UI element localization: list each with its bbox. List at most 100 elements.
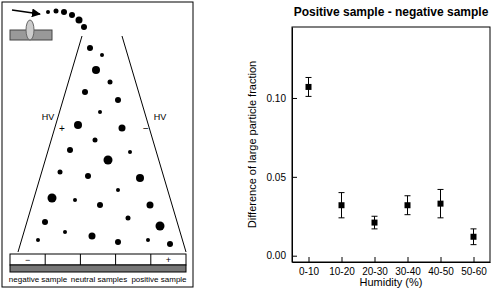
- particle: [67, 147, 73, 153]
- particle: [104, 156, 113, 165]
- particle: [115, 239, 121, 245]
- plot-frame: [292, 27, 490, 262]
- x-tick-mark: [375, 257, 376, 262]
- particle: [147, 202, 154, 209]
- particle: [93, 138, 98, 143]
- sample-base: [10, 265, 186, 272]
- particle: [74, 121, 82, 129]
- y-tick: 0.05: [267, 172, 297, 183]
- error-bar: [438, 189, 444, 217]
- arrow: [12, 10, 40, 14]
- error-bar-cap: [471, 228, 477, 229]
- particle: [98, 110, 102, 114]
- error-bar-cap: [339, 217, 345, 218]
- particle: [115, 97, 121, 103]
- particle: [85, 173, 91, 179]
- error-bar-cap: [405, 214, 411, 215]
- y-tick-mark: [292, 256, 297, 257]
- x-tick-label: 40-50: [428, 266, 454, 277]
- cone-right: [122, 36, 186, 252]
- cell-divider: [45, 254, 46, 265]
- error-bar-cap: [372, 216, 378, 217]
- plot-marks: [306, 77, 477, 244]
- x-tick: 20-30: [362, 257, 388, 277]
- particle: [97, 202, 103, 208]
- error-bar-cap: [372, 228, 378, 229]
- y-tick-mark: [292, 177, 297, 178]
- y-axis-line: [292, 28, 293, 263]
- x-tick: 30-40: [395, 257, 421, 277]
- particle: [89, 233, 96, 240]
- error-bar: [339, 193, 345, 218]
- data-point: [339, 202, 345, 208]
- x-axis: 0-10 10-20 20-30 30-40 40-50 50-60: [293, 257, 491, 277]
- cell-sign: +: [166, 255, 171, 265]
- particle: [73, 198, 77, 202]
- diagram: HV+HV−−+negative sampleneutral samplespo…: [2, 2, 193, 287]
- particle: [116, 188, 120, 192]
- data-point: [471, 234, 477, 240]
- x-tick-mark: [309, 257, 310, 262]
- x-tick-mark: [441, 257, 442, 262]
- cell-sign: −: [25, 255, 30, 265]
- x-tick-label: 50-60: [461, 266, 487, 277]
- cell-divider: [150, 254, 151, 265]
- x-tick: 40-50: [428, 257, 454, 277]
- error-bar: [306, 77, 312, 96]
- sample-cells: [10, 254, 186, 265]
- particle: [61, 9, 67, 15]
- error-bar-cap: [405, 195, 411, 196]
- error-bar-cap: [438, 217, 444, 218]
- particle: [119, 125, 126, 132]
- x-tick-mark: [408, 257, 409, 262]
- particle: [167, 241, 173, 247]
- electrode-label: HV: [42, 112, 55, 122]
- x-tick-label: 0-10: [299, 266, 319, 277]
- particle: [76, 17, 83, 24]
- x-tick-mark: [474, 257, 475, 262]
- error-bar: [372, 216, 378, 229]
- data-point: [372, 220, 378, 226]
- particle: [136, 174, 144, 182]
- sample-label: negative sample: [9, 275, 68, 284]
- cell-divider: [80, 254, 81, 265]
- data-point: [306, 84, 312, 90]
- y-tick: 0.00: [267, 250, 297, 261]
- particle: [146, 238, 150, 242]
- y-tick: 0.10: [267, 93, 297, 104]
- y-tick-label: 0.05: [267, 172, 287, 183]
- particle: [48, 194, 57, 203]
- electrode-label: HV: [154, 112, 167, 122]
- particle: [36, 238, 40, 242]
- x-tick-label: 20-30: [362, 266, 388, 277]
- y-tick-label: 0.00: [267, 250, 287, 261]
- particle: [87, 45, 93, 51]
- chart-title: Positive sample - negative sample: [294, 5, 489, 19]
- particle: [82, 89, 88, 95]
- x-axis-title: Humidity (%): [360, 276, 423, 288]
- data-point: [438, 201, 444, 207]
- y-tick-label: 0.10: [267, 93, 287, 104]
- particle: [63, 230, 67, 234]
- cone-left: [18, 36, 82, 252]
- particle: [81, 24, 87, 30]
- error-bar-cap: [438, 189, 444, 190]
- data-point: [405, 202, 411, 208]
- y-tick-mark: [292, 98, 297, 99]
- y-axis-title: Difference of large particle fraction: [246, 61, 258, 228]
- cell-divider: [115, 254, 116, 265]
- error-bar-cap: [306, 96, 312, 97]
- x-tick: 10-20: [329, 257, 355, 277]
- particle: [54, 9, 59, 14]
- sample-label: neutral samples: [71, 275, 127, 284]
- diagram-frame: [2, 2, 193, 287]
- x-tick-mark: [342, 257, 343, 262]
- sample-label: positive sample: [131, 275, 187, 284]
- error-bar-cap: [306, 77, 312, 78]
- particle: [46, 10, 50, 14]
- error-bar-cap: [339, 192, 345, 193]
- x-tick-label: 30-40: [395, 266, 421, 277]
- error-bar: [405, 196, 411, 215]
- electrode-sign: −: [143, 123, 149, 134]
- y-axis: 0.00 0.05 0.10: [267, 28, 297, 263]
